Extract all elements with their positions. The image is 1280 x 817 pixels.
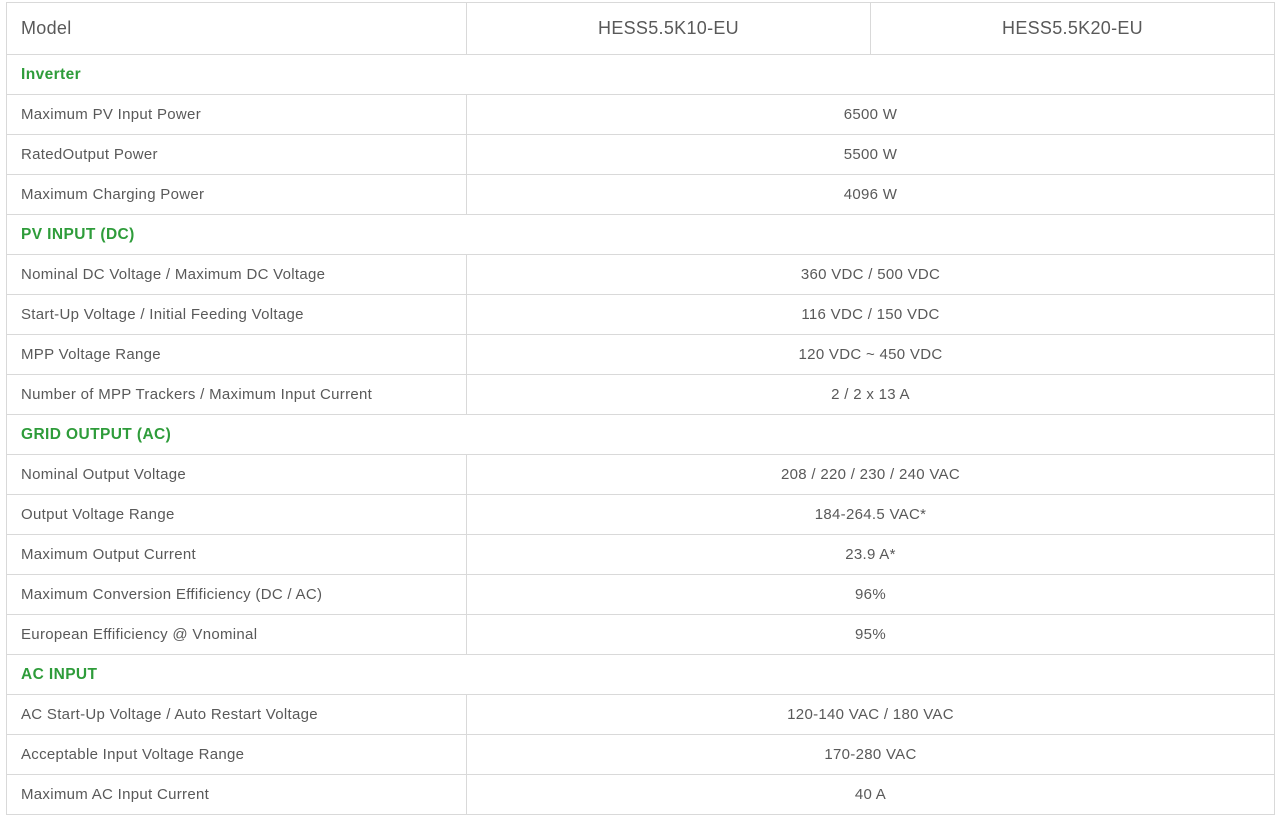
- value-cell: 23.9 A*: [467, 535, 1275, 575]
- section-row: PV INPUT (DC): [7, 215, 1275, 255]
- param-cell: Maximum Conversion Effificiency (DC / AC…: [7, 575, 467, 615]
- param-cell: Maximum Output Current: [7, 535, 467, 575]
- param-cell: Nominal Output Voltage: [7, 455, 467, 495]
- table-row: Start-Up Voltage / Initial Feeding Volta…: [7, 295, 1275, 335]
- value-cell: 2 / 2 x 13 A: [467, 375, 1275, 415]
- spec-table: ModelHESS5.5K10-EUHESS5.5K20-EUInverterM…: [6, 2, 1275, 815]
- param-cell: Maximum Charging Power: [7, 175, 467, 215]
- value-cell: 40 A: [467, 775, 1275, 815]
- param-cell: RatedOutput Power: [7, 135, 467, 175]
- param-cell: Number of MPP Trackers / Maximum Input C…: [7, 375, 467, 415]
- value-cell: 208 / 220 / 230 / 240 VAC: [467, 455, 1275, 495]
- param-cell: AC Start-Up Voltage / Auto Restart Volta…: [7, 695, 467, 735]
- value-cell: 170-280 VAC: [467, 735, 1275, 775]
- table-row: Number of MPP Trackers / Maximum Input C…: [7, 375, 1275, 415]
- value-cell: 96%: [467, 575, 1275, 615]
- table-row: MPP Voltage Range120 VDC ~ 450 VDC: [7, 335, 1275, 375]
- table-row: AC Start-Up Voltage / Auto Restart Volta…: [7, 695, 1275, 735]
- table-row: Maximum AC Input Current40 A: [7, 775, 1275, 815]
- table-row: RatedOutput Power5500 W: [7, 135, 1275, 175]
- section-row: Inverter: [7, 55, 1275, 95]
- table-row: Maximum Output Current23.9 A*: [7, 535, 1275, 575]
- section-row: GRID OUTPUT (AC): [7, 415, 1275, 455]
- section-title: GRID OUTPUT (AC): [7, 415, 1275, 455]
- section-row: AC INPUT: [7, 655, 1275, 695]
- section-title: AC INPUT: [7, 655, 1275, 695]
- value-cell: 120-140 VAC / 180 VAC: [467, 695, 1275, 735]
- section-title: PV INPUT (DC): [7, 215, 1275, 255]
- value-cell: 184-264.5 VAC*: [467, 495, 1275, 535]
- section-title: Inverter: [7, 55, 1275, 95]
- value-cell: 5500 W: [467, 135, 1275, 175]
- spec-table-body: ModelHESS5.5K10-EUHESS5.5K20-EUInverterM…: [7, 3, 1275, 815]
- param-cell: Acceptable Input Voltage Range: [7, 735, 467, 775]
- value-cell: 116 VDC / 150 VDC: [467, 295, 1275, 335]
- param-cell: Output Voltage Range: [7, 495, 467, 535]
- table-row: Maximum PV Input Power6500 W: [7, 95, 1275, 135]
- value-cell: 360 VDC / 500 VDC: [467, 255, 1275, 295]
- table-row: European Effificiency @ Vnominal95%: [7, 615, 1275, 655]
- table-row: Maximum Charging Power4096 W: [7, 175, 1275, 215]
- header-label: Model: [7, 3, 467, 55]
- table-row: Output Voltage Range184-264.5 VAC*: [7, 495, 1275, 535]
- table-row: Acceptable Input Voltage Range170-280 VA…: [7, 735, 1275, 775]
- value-cell: 4096 W: [467, 175, 1275, 215]
- table-row: Nominal Output Voltage208 / 220 / 230 / …: [7, 455, 1275, 495]
- param-cell: Start-Up Voltage / Initial Feeding Volta…: [7, 295, 467, 335]
- header-model-1: HESS5.5K20-EU: [871, 3, 1275, 55]
- param-cell: MPP Voltage Range: [7, 335, 467, 375]
- header-row: ModelHESS5.5K10-EUHESS5.5K20-EU: [7, 3, 1275, 55]
- param-cell: Maximum AC Input Current: [7, 775, 467, 815]
- param-cell: European Effificiency @ Vnominal: [7, 615, 467, 655]
- table-row: Nominal DC Voltage / Maximum DC Voltage3…: [7, 255, 1275, 295]
- param-cell: Nominal DC Voltage / Maximum DC Voltage: [7, 255, 467, 295]
- value-cell: 95%: [467, 615, 1275, 655]
- value-cell: 6500 W: [467, 95, 1275, 135]
- value-cell: 120 VDC ~ 450 VDC: [467, 335, 1275, 375]
- table-row: Maximum Conversion Effificiency (DC / AC…: [7, 575, 1275, 615]
- param-cell: Maximum PV Input Power: [7, 95, 467, 135]
- header-model-0: HESS5.5K10-EU: [467, 3, 871, 55]
